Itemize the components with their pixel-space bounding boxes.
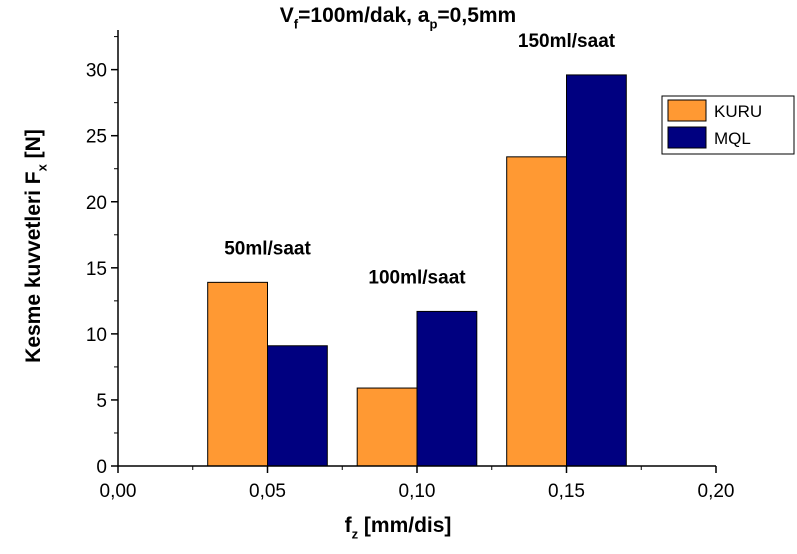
y-tick-label: 25: [86, 127, 107, 148]
y-tick-label: 0: [96, 457, 107, 478]
ticks-layer: 0 5 10 15 20 25 30 0,00 0,05 0,10 0,15 0,20: [86, 36, 735, 502]
bar-mql-1: [267, 345, 328, 467]
annotations-layer: 50ml/saat 100ml/saat 150ml/saat: [224, 31, 616, 288]
y-tick-label: 5: [96, 391, 107, 412]
x-tick-label: 0,05: [249, 481, 286, 502]
y-tick-label: 10: [86, 325, 107, 346]
chart-title: Vf=100m/dak, ap=0,5mm: [280, 4, 516, 31]
legend-swatch-kuru: [667, 99, 707, 122]
x-tick-label: 0,00: [100, 481, 137, 502]
bar-mql-2: [416, 310, 478, 467]
group-annotation: 100ml/saat: [368, 267, 466, 288]
legend-label-mql: MQL: [714, 129, 751, 148]
bar-kuru-3: [506, 156, 568, 467]
x-tick-label: 0,15: [548, 481, 585, 502]
group-annotation: 150ml/saat: [518, 31, 616, 52]
y-tick-label: 15: [86, 259, 107, 280]
legend-swatch-mql: [667, 126, 707, 149]
x-axis-title: fz [mm/dis]: [345, 514, 452, 541]
legend-label-kuru: KURU: [714, 102, 762, 121]
y-tick-label: 20: [86, 193, 107, 214]
bars-layer: [207, 74, 627, 467]
x-tick-label: 0,10: [399, 481, 436, 502]
y-axis-title: Kesme kuvvetleri Fx [N]: [22, 129, 49, 363]
bar-mql-3: [566, 74, 627, 467]
bar-kuru-1: [207, 281, 268, 467]
bar-kuru-2: [356, 387, 418, 467]
y-tick-label: 30: [86, 61, 107, 82]
x-tick-label: 0,20: [698, 481, 735, 502]
group-annotation: 50ml/saat: [224, 238, 311, 259]
legend: KURU MQL: [661, 95, 795, 155]
